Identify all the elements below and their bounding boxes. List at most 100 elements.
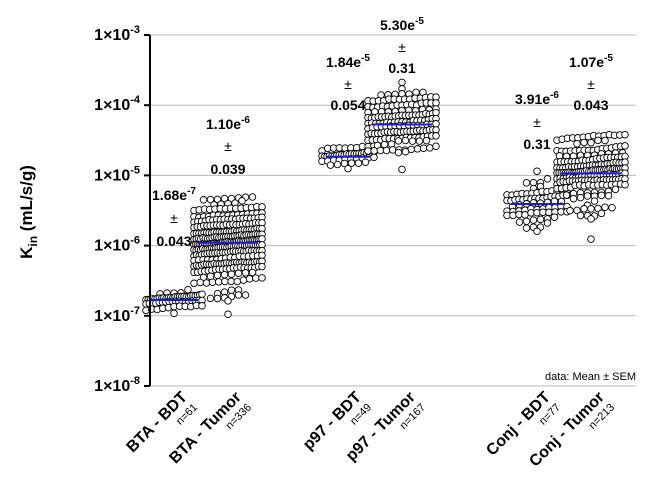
data-point [601, 136, 609, 145]
plus-minus-label: ± [224, 138, 232, 154]
data-point [509, 211, 517, 220]
data-point [190, 279, 198, 288]
plus-minus-label: ± [344, 76, 352, 92]
data-point [576, 211, 585, 220]
mean-value-label: 1.07e-5 [569, 53, 613, 70]
data-point [208, 278, 217, 286]
sem-value-label: 0.31 [388, 60, 415, 76]
data-point [562, 191, 571, 199]
data-point [587, 215, 595, 223]
data-point [597, 191, 606, 200]
data-point [258, 274, 266, 282]
data-point [199, 196, 208, 204]
mean-value-label: 1.68e-7 [152, 186, 196, 203]
data-point [533, 167, 541, 175]
data-point [206, 294, 215, 303]
data-point [580, 138, 588, 147]
data-point [432, 108, 440, 117]
plus-minus-label: ± [398, 39, 406, 55]
data-point [522, 179, 531, 187]
data-point [621, 180, 629, 189]
data-point [522, 224, 531, 232]
data-point [370, 153, 378, 162]
data-point [241, 291, 250, 299]
data-point [170, 309, 178, 318]
data-point [550, 213, 559, 221]
data-point [604, 191, 613, 200]
data-point [590, 197, 599, 205]
data-point [184, 285, 192, 294]
data-point [415, 137, 424, 145]
data-point [555, 152, 564, 160]
data-point [354, 159, 363, 167]
plus-minus-label: ± [170, 210, 178, 226]
data-point [543, 219, 552, 227]
data-point [580, 205, 588, 213]
data-point [213, 271, 222, 280]
data-point [597, 209, 606, 218]
data-point [213, 294, 222, 303]
chart-annotation: data: Mean ± SEM [545, 371, 636, 383]
data-point [227, 270, 236, 278]
data-point [333, 160, 342, 169]
data-point [224, 297, 232, 305]
data-point [601, 203, 609, 211]
data-point [344, 164, 352, 173]
y-tick-label: 1×10-3 [94, 24, 140, 44]
data-point [432, 142, 440, 150]
data-point [234, 269, 243, 278]
data-point [413, 145, 422, 153]
mean-value-label: 1.84e-5 [326, 53, 370, 70]
data-point [621, 130, 629, 139]
data-point [594, 136, 602, 145]
data-point [419, 144, 428, 152]
data-point [587, 235, 595, 243]
data-point [326, 161, 335, 169]
data-point [382, 146, 391, 155]
data-point [543, 175, 552, 183]
data-point [196, 278, 204, 287]
data-point [398, 78, 406, 87]
plus-minus-label: ± [587, 76, 595, 92]
data-point [566, 206, 574, 215]
data-point [221, 277, 229, 286]
data-point [611, 185, 620, 194]
data-point [376, 146, 385, 155]
y-tick-label: 1×10-7 [94, 305, 140, 325]
data-point [198, 290, 206, 298]
data-point [529, 216, 538, 224]
data-point [573, 206, 581, 215]
mean-layer [150, 123, 621, 301]
y-tick-label: 1×10-8 [94, 375, 140, 395]
data-point [587, 138, 595, 147]
data-point [214, 278, 223, 286]
axis-layer: 1×10-3 1×10-4 1×10-5 1×10-6 1×10-7 1×10-8 [94, 24, 151, 395]
data-point [233, 277, 242, 286]
data-point [583, 192, 592, 200]
data-point [258, 262, 266, 271]
data-point [198, 302, 206, 310]
data-point [202, 279, 211, 287]
data-point [536, 215, 545, 224]
data-point [422, 136, 431, 145]
data-point [426, 144, 434, 152]
data-point [394, 148, 403, 157]
data-point [245, 275, 254, 283]
data-point [239, 276, 248, 284]
sem-value-label: 0.054 [330, 97, 365, 113]
y-tick-label: 1×10-5 [94, 164, 140, 184]
data-point [361, 158, 370, 166]
data-point [227, 277, 235, 286]
data-point [220, 270, 229, 279]
data-point [248, 268, 257, 277]
data-point [248, 193, 257, 201]
data-point [576, 193, 585, 202]
data-point [238, 197, 246, 205]
data-point [522, 217, 531, 226]
y-axis-label: Kin (mL/s/g) [17, 165, 40, 259]
data-point [608, 203, 616, 212]
mean-value-label: 3.91e-6 [515, 90, 559, 107]
data-point [533, 227, 541, 236]
data-point [234, 291, 243, 299]
